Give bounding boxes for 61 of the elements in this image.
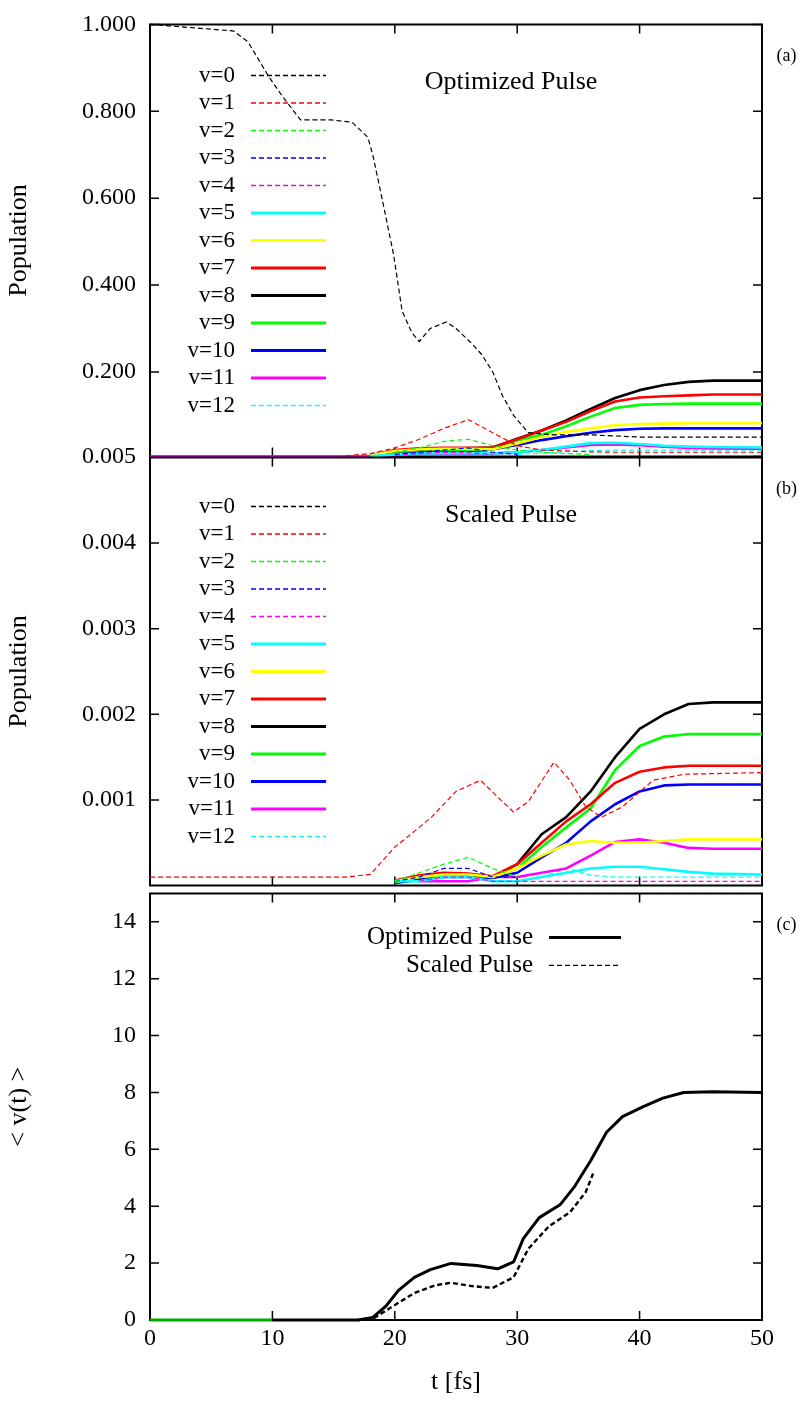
legend-label: v=5 (199, 630, 235, 656)
text: Scaled Pulse (445, 499, 578, 529)
y-axis-title: Population (3, 615, 33, 728)
y-tick-label: 0 (124, 1305, 136, 1332)
legend-label: v=1 (199, 520, 235, 546)
legend-label: Scaled Pulse (405, 949, 533, 977)
y-tick-label: 0.200 (82, 357, 136, 384)
y-tick-label: 0.005 (82, 441, 136, 468)
legend-label: Optimized Pulse (367, 921, 533, 949)
legend-label: v=8 (199, 712, 235, 738)
legend-label: v=9 (199, 740, 235, 766)
legend-label: v=9 (199, 309, 235, 335)
y-tick-label: 2 (124, 1248, 136, 1275)
y-tick-label: 0.800 (82, 96, 136, 123)
legend-label: v=3 (199, 144, 235, 170)
y-axis-title: < v(t) > (3, 1066, 33, 1147)
y-tick-label: 12 (112, 964, 136, 991)
legend-label: v=7 (199, 254, 235, 280)
legend-label: v=12 (187, 822, 235, 848)
legend-label: v=6 (199, 657, 235, 683)
y-tick-label: 4 (124, 1191, 136, 1218)
x-tick-label: 50 (750, 1323, 774, 1350)
legend-label: v=11 (188, 795, 235, 821)
x-tick-label: 0 (144, 1323, 156, 1350)
legend-label: v=7 (199, 685, 235, 711)
x-tick-label: 20 (382, 1323, 407, 1350)
y-tick-label: 0.400 (82, 270, 136, 297)
y-tick-label: 0.004 (82, 528, 136, 555)
legend-label: v=2 (199, 116, 235, 142)
y-tick-label: 1.000 (82, 9, 136, 36)
y-tick-label: 0.600 (82, 183, 136, 210)
text: Optimized Pulse (424, 66, 598, 96)
legend-label: v=10 (187, 767, 235, 793)
legend-label: v=0 (199, 492, 235, 518)
y-tick-label: 0.002 (82, 699, 136, 726)
x-tick-label: 40 (627, 1323, 652, 1350)
text: (c) (776, 914, 797, 936)
legend-label: v=10 (187, 336, 235, 362)
y-tick-label: 8 (124, 1077, 136, 1104)
legend-label: v=3 (199, 575, 235, 601)
text: (b) (776, 478, 797, 500)
y-tick-label: 14 (112, 907, 136, 934)
legend-label: v=12 (187, 391, 235, 417)
legend-label: v=0 (199, 61, 235, 87)
legend-label: v=2 (199, 547, 235, 573)
legend-label: v=4 (199, 602, 236, 628)
text: (a) (776, 45, 797, 67)
legend-label: v=6 (199, 226, 235, 252)
y-tick-label: 0.003 (82, 613, 136, 640)
x-axis-title: t [fs] (431, 1366, 481, 1396)
legend-label: v=8 (199, 281, 235, 307)
x-tick-label: 30 (505, 1323, 530, 1350)
legend-label: v=1 (199, 89, 235, 115)
legend-label: v=4 (199, 171, 236, 197)
legend-label: v=11 (188, 364, 235, 390)
y-tick-label: 6 (124, 1134, 136, 1161)
y-tick-label: 10 (112, 1020, 136, 1047)
x-tick-label: 10 (260, 1323, 285, 1350)
y-axis-title: Population (3, 184, 33, 297)
y-tick-label: 0.001 (82, 785, 136, 812)
legend-label: v=5 (199, 199, 235, 225)
